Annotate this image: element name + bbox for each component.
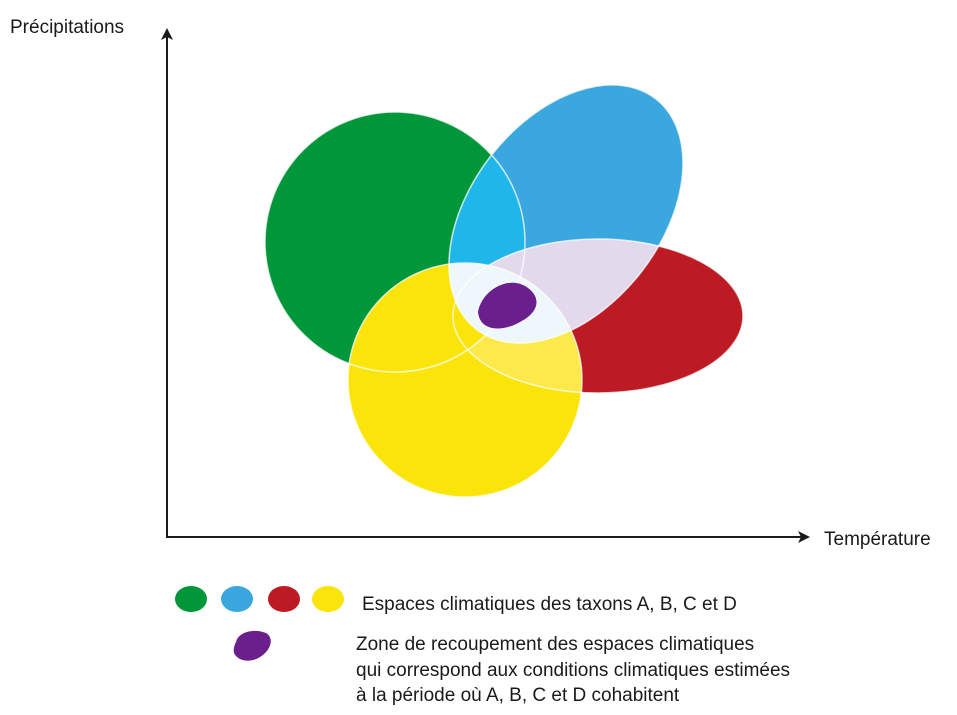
legend-overlap-line-1: Zone de recoupement des espaces climatiq… [356,634,755,655]
x-axis-label: Température [824,529,931,550]
legend-swatch-a [175,586,207,612]
overlap-zone [478,282,537,329]
legend-taxa-text: Espaces climatiques des taxons A, B, C e… [362,594,737,615]
legend-swatch-c [268,586,300,612]
legend-overlap-swatch [233,630,271,661]
legend-swatch-d [312,586,344,612]
y-axis-label: Précipitations [10,17,125,38]
legend-overlap-text: Zone de recoupement des espaces climatiq… [356,632,790,709]
legend-overlap-line-2: qui correspond aux conditions climatique… [356,659,791,681]
legend-overlap-line-3: à la période où A, B, C et D cohabitent [356,685,680,707]
legend-swatch-b [221,586,253,612]
